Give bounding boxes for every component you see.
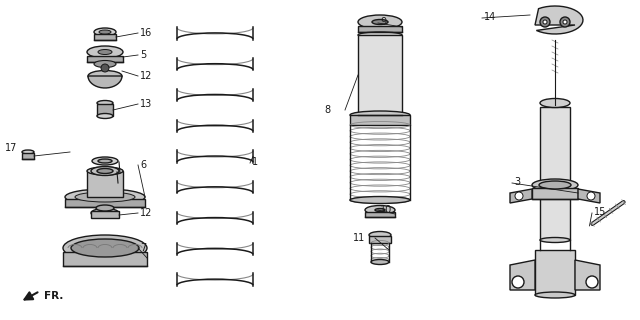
Polygon shape bbox=[532, 188, 578, 199]
Polygon shape bbox=[97, 104, 113, 116]
Ellipse shape bbox=[97, 169, 113, 173]
Text: 12: 12 bbox=[140, 208, 152, 218]
Circle shape bbox=[587, 192, 595, 200]
Text: 14: 14 bbox=[484, 12, 496, 22]
Text: 5: 5 bbox=[140, 50, 147, 60]
Ellipse shape bbox=[375, 209, 385, 212]
Ellipse shape bbox=[98, 50, 112, 54]
Ellipse shape bbox=[372, 20, 388, 25]
Polygon shape bbox=[22, 153, 34, 159]
Ellipse shape bbox=[87, 167, 123, 175]
Circle shape bbox=[515, 192, 523, 200]
Polygon shape bbox=[63, 252, 147, 266]
Text: 17: 17 bbox=[5, 143, 17, 153]
Ellipse shape bbox=[535, 292, 575, 298]
Text: 6: 6 bbox=[140, 160, 146, 170]
Ellipse shape bbox=[94, 28, 116, 36]
Text: 9: 9 bbox=[380, 17, 386, 27]
Text: 11: 11 bbox=[353, 233, 365, 243]
Ellipse shape bbox=[365, 205, 395, 214]
Ellipse shape bbox=[91, 166, 119, 175]
Ellipse shape bbox=[63, 235, 147, 261]
Circle shape bbox=[586, 276, 598, 288]
Ellipse shape bbox=[358, 32, 402, 38]
Ellipse shape bbox=[532, 179, 578, 191]
Polygon shape bbox=[575, 260, 600, 290]
Ellipse shape bbox=[65, 189, 145, 205]
Ellipse shape bbox=[22, 150, 34, 154]
Ellipse shape bbox=[94, 60, 116, 68]
Polygon shape bbox=[365, 212, 395, 217]
Polygon shape bbox=[65, 199, 145, 207]
Ellipse shape bbox=[350, 111, 410, 119]
Text: 8: 8 bbox=[324, 105, 330, 115]
Circle shape bbox=[101, 64, 109, 72]
Ellipse shape bbox=[92, 157, 118, 165]
Ellipse shape bbox=[87, 46, 123, 58]
Polygon shape bbox=[91, 211, 119, 218]
Ellipse shape bbox=[71, 239, 139, 257]
Text: 3: 3 bbox=[514, 177, 520, 187]
Ellipse shape bbox=[88, 70, 122, 82]
Ellipse shape bbox=[371, 260, 389, 265]
Polygon shape bbox=[578, 189, 600, 203]
Text: 10: 10 bbox=[380, 205, 392, 215]
Ellipse shape bbox=[96, 205, 114, 211]
Text: 16: 16 bbox=[140, 28, 152, 38]
Ellipse shape bbox=[91, 209, 119, 218]
Text: 13: 13 bbox=[140, 99, 152, 109]
Text: 15: 15 bbox=[594, 207, 606, 217]
Polygon shape bbox=[88, 76, 122, 88]
Ellipse shape bbox=[358, 15, 402, 29]
Polygon shape bbox=[350, 115, 410, 125]
Polygon shape bbox=[94, 34, 116, 40]
Polygon shape bbox=[535, 6, 583, 34]
Polygon shape bbox=[369, 236, 391, 243]
Circle shape bbox=[540, 17, 550, 27]
Polygon shape bbox=[358, 26, 402, 32]
Ellipse shape bbox=[540, 237, 570, 243]
Circle shape bbox=[512, 276, 524, 288]
Ellipse shape bbox=[350, 196, 410, 204]
Ellipse shape bbox=[539, 181, 571, 189]
Ellipse shape bbox=[97, 100, 113, 106]
Ellipse shape bbox=[369, 231, 391, 238]
Ellipse shape bbox=[99, 30, 111, 34]
Ellipse shape bbox=[98, 159, 112, 163]
Polygon shape bbox=[358, 35, 402, 115]
Polygon shape bbox=[87, 56, 123, 62]
Polygon shape bbox=[510, 189, 532, 203]
Polygon shape bbox=[510, 260, 535, 290]
Ellipse shape bbox=[540, 99, 570, 108]
Text: 12: 12 bbox=[140, 71, 152, 81]
Text: FR.: FR. bbox=[44, 291, 63, 301]
Circle shape bbox=[560, 17, 570, 27]
Text: 7: 7 bbox=[140, 243, 147, 253]
Polygon shape bbox=[540, 107, 570, 240]
Polygon shape bbox=[87, 171, 123, 197]
Circle shape bbox=[563, 20, 567, 24]
Polygon shape bbox=[535, 250, 575, 295]
Ellipse shape bbox=[97, 114, 113, 118]
Circle shape bbox=[543, 20, 547, 24]
Text: 1: 1 bbox=[252, 157, 258, 167]
Ellipse shape bbox=[75, 192, 135, 202]
